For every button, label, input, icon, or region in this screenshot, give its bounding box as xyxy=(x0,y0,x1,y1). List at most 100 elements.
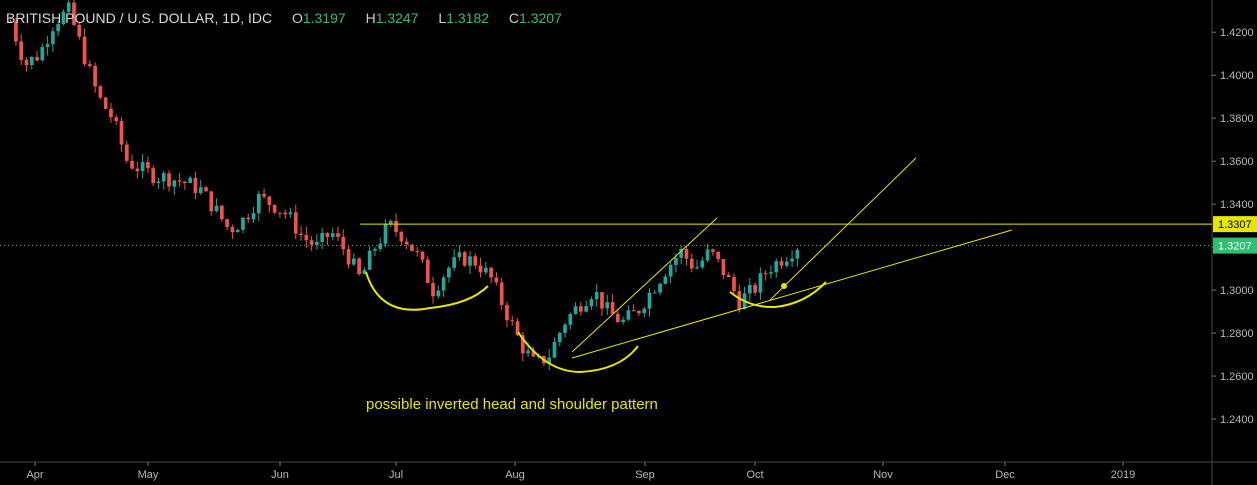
candle-body xyxy=(362,269,367,275)
candle-body xyxy=(82,36,87,65)
candle-body xyxy=(109,108,113,118)
right-shoulder-arc xyxy=(729,281,827,309)
candle-body xyxy=(241,217,245,230)
candle-body xyxy=(394,220,398,232)
candle-body xyxy=(151,168,156,184)
candle-body xyxy=(56,24,61,32)
candle-body xyxy=(156,181,161,184)
candle-body xyxy=(336,233,340,237)
candle-body xyxy=(230,227,235,233)
candle-body xyxy=(473,256,478,266)
candle-body xyxy=(98,86,103,98)
candle-body xyxy=(35,56,39,61)
candle-body xyxy=(573,306,578,314)
candle-body xyxy=(557,332,562,342)
candle-body xyxy=(8,21,13,23)
candle-body xyxy=(663,276,668,284)
candle-body xyxy=(615,313,620,323)
candle-body xyxy=(425,259,430,283)
price-axis[interactable]: 1.42001.40001.38001.36001.34001.32001.30… xyxy=(1212,27,1257,426)
price-tick-label: 1.2600 xyxy=(1220,371,1254,383)
candle-body xyxy=(462,252,467,266)
resistance-price-label: 1.3307 xyxy=(1218,219,1252,231)
candle-body xyxy=(66,2,71,12)
candle-body xyxy=(183,181,187,184)
candle-body xyxy=(114,117,119,122)
price-tick-label: 1.4000 xyxy=(1220,70,1254,82)
candle-body xyxy=(262,193,266,197)
candle-body xyxy=(283,212,288,215)
candle-body xyxy=(103,97,108,109)
candle-body xyxy=(383,224,388,244)
anchor-dot xyxy=(781,283,787,289)
candle-body xyxy=(668,264,673,277)
candle-body xyxy=(763,273,768,275)
candle-body xyxy=(631,310,636,312)
candle-body xyxy=(795,249,800,259)
candle-body xyxy=(299,233,303,235)
candle-body xyxy=(209,191,214,212)
candle-body xyxy=(520,335,525,354)
candle-body xyxy=(732,277,736,292)
candle-body xyxy=(341,236,346,250)
candle-body xyxy=(188,177,193,184)
low-label: L xyxy=(438,10,447,26)
high-value: 1.3247 xyxy=(375,10,419,26)
candle-body xyxy=(457,252,462,258)
last-price-tag xyxy=(1213,237,1257,254)
candle-body xyxy=(24,59,29,66)
price-tick-label: 1.4200 xyxy=(1220,27,1254,39)
candle-body xyxy=(658,283,662,293)
breakout-projection-line xyxy=(769,157,917,301)
candle-body xyxy=(737,291,742,310)
candle-body xyxy=(267,196,272,205)
price-tick-label: 1.3000 xyxy=(1220,285,1254,297)
candle-body xyxy=(758,273,763,293)
candle-body xyxy=(320,232,325,242)
candle-body xyxy=(45,44,50,48)
candle-body xyxy=(272,204,277,213)
candle-body xyxy=(119,121,124,145)
candle-body xyxy=(124,144,129,161)
candle-body xyxy=(679,248,684,258)
candle-body xyxy=(399,231,404,242)
time-axis[interactable]: Apr May Jun Jul Aug Sep Oct Nov Dec 2019 xyxy=(26,462,1135,481)
candle-body xyxy=(193,177,198,194)
candle-body xyxy=(579,306,583,312)
candle-body xyxy=(357,258,361,275)
candle-body xyxy=(642,308,647,314)
candle-body xyxy=(225,219,229,228)
candle-body xyxy=(146,162,150,169)
candle-body xyxy=(747,284,752,294)
candle-body xyxy=(346,249,351,265)
candle-body xyxy=(309,240,314,245)
candle-body xyxy=(441,277,446,291)
candle-body xyxy=(510,320,515,322)
candle-body xyxy=(29,56,34,66)
candle-body xyxy=(790,258,794,262)
candle-body xyxy=(431,282,435,297)
candle-body xyxy=(315,241,319,245)
candle-body xyxy=(589,299,594,307)
candle-body xyxy=(373,248,377,251)
time-tick-label: May xyxy=(138,469,159,481)
candle-body xyxy=(288,212,293,215)
candle-body xyxy=(198,187,203,194)
chart-header: BRITISH POUND / U.S. DOLLAR, 1D, IDC O1.… xyxy=(6,10,562,26)
candle-body xyxy=(684,248,689,259)
time-tick-label: Apr xyxy=(26,469,43,481)
candle-body xyxy=(610,302,615,314)
candle-body xyxy=(235,229,240,233)
time-tick-label: Jul xyxy=(389,469,403,481)
candle-body xyxy=(87,64,92,66)
symbol-title: BRITISH POUND / U.S. DOLLAR, 1D, IDC xyxy=(6,10,273,26)
candle-body xyxy=(711,249,715,252)
candle-body xyxy=(568,313,573,325)
pattern-annotation: possible inverted head and shoulder patt… xyxy=(366,396,658,413)
rising-channel-line xyxy=(571,217,718,353)
candle-body xyxy=(161,173,166,182)
resistance-price-tag xyxy=(1213,216,1257,233)
candle-body xyxy=(167,173,171,187)
